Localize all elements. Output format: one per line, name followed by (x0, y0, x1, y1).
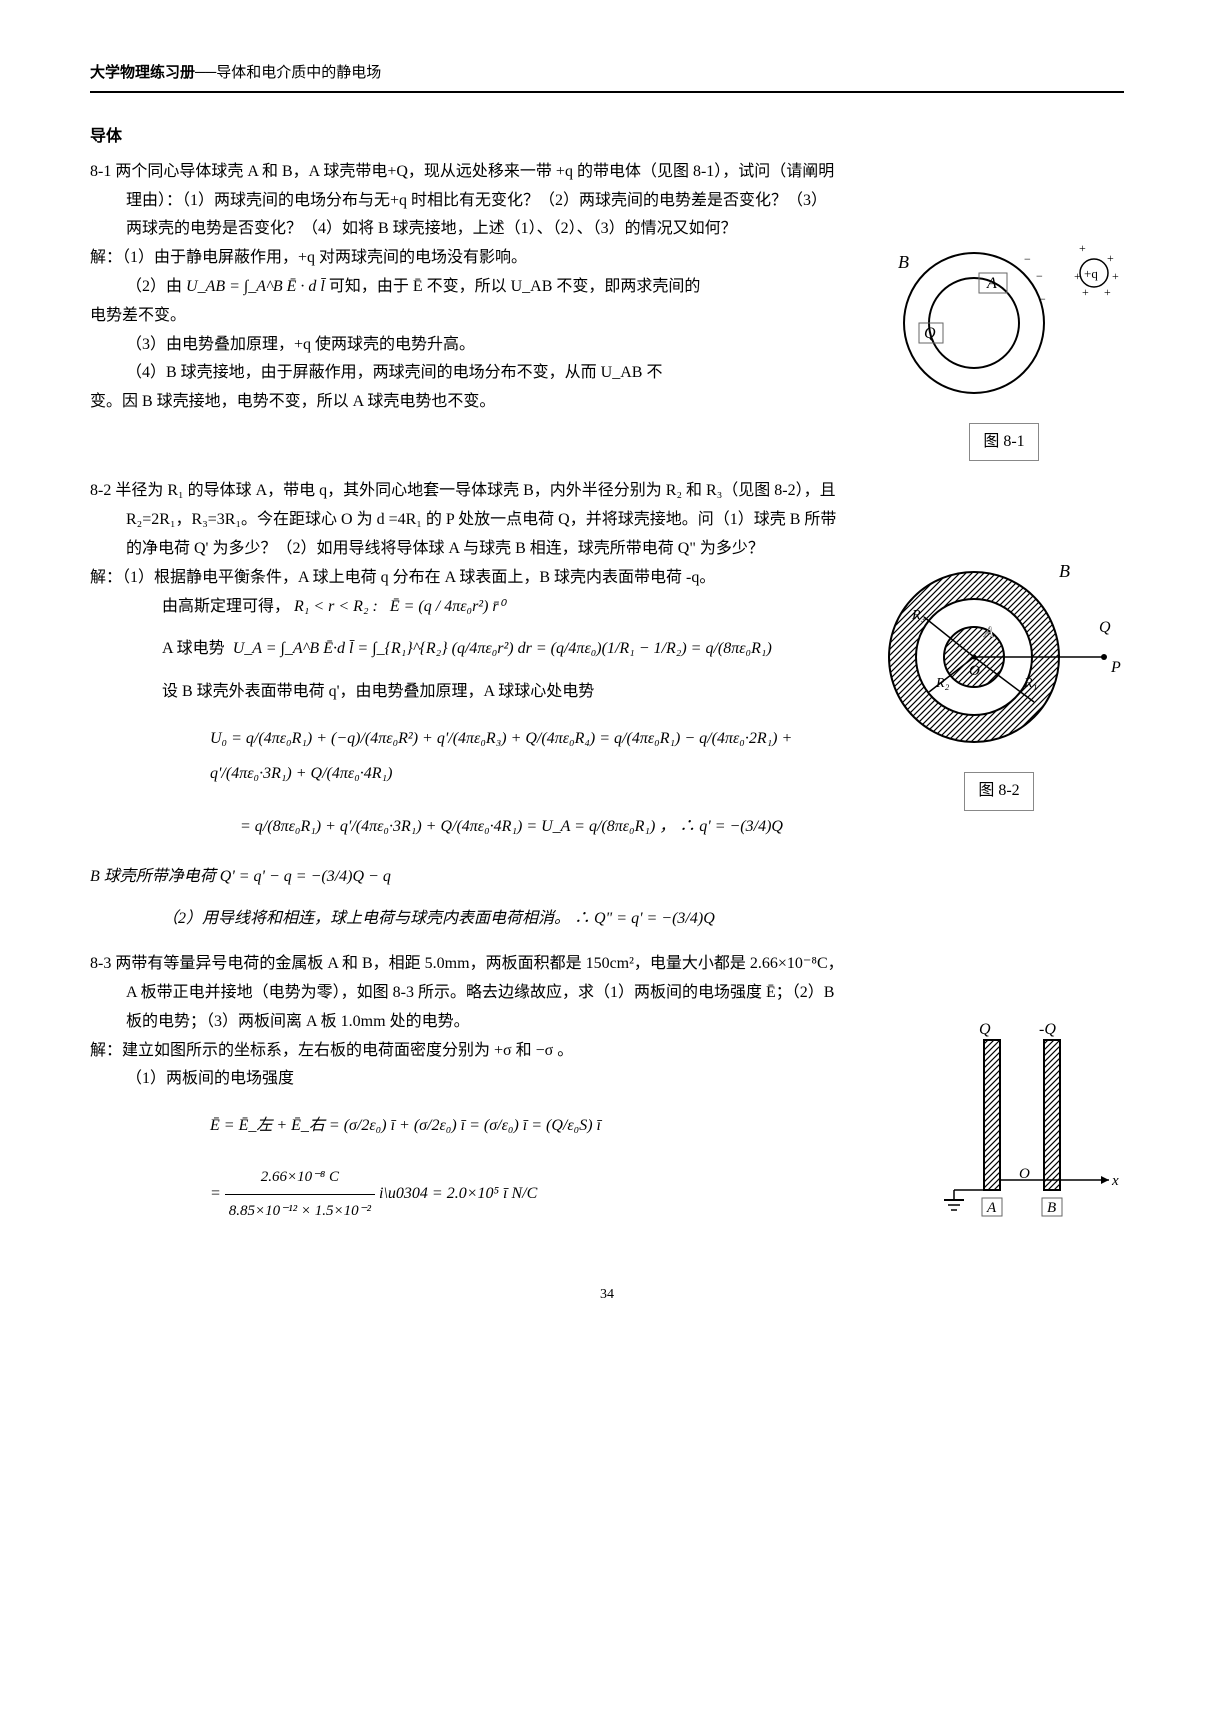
fig81-label-q: +q (1084, 266, 1098, 281)
svg-text:+: + (1112, 269, 1119, 283)
svg-text:−: − (1024, 252, 1031, 266)
figure-8-1-caption: 图 8-1 (969, 423, 1039, 462)
svg-text:−: − (1036, 269, 1043, 283)
p83-E2-den: 8.85×10⁻¹² × 1.5×10⁻² (225, 1195, 375, 1228)
svg-text:+: + (1107, 251, 1114, 265)
p82-gauss-E: Ē = (q / 4πε₀r²) r̄⁰ (390, 594, 505, 619)
p82-Ua-label: A 球电势 (162, 640, 225, 657)
header-title-bold: 大学物理练习册 (90, 65, 195, 81)
p82-U0-line2: = q/(8πε₀R₁) + q'/(4πε₀·3R₁) + Q/(4πε₀·4… (240, 805, 1124, 848)
page-header: 大学物理练习册──导体和电介质中的静电场 (90, 60, 1124, 93)
figure-8-2-caption: 图 8-2 (964, 772, 1034, 811)
svg-text:B: B (1047, 1200, 1056, 1216)
figure-8-3-svg: Q -Q x O A B (924, 1020, 1124, 1230)
svg-text:+: + (1082, 285, 1089, 299)
svg-text:A: A (983, 624, 994, 641)
fig81-label-Q: Q (924, 325, 936, 342)
problem-8-3-label: 8-3 (90, 955, 111, 972)
p83-E2-num: 2.66×10⁻⁸ C (225, 1161, 375, 1195)
p82-Ua-formula: U_A = ∫_A^B Ē·d l̄ = ∫_{R₁}^{R₂} (q/4πε… (233, 636, 772, 661)
p83-E-result: = 2.0×10⁵ ī N/C (432, 1185, 537, 1202)
p81-text2: 理由）：（1）两球壳间的电场分布与无+q 时相比有无变化？（2）两球壳间的电势差… (90, 187, 1124, 216)
p82-gauss-a: 由高斯定理可得， (162, 598, 290, 615)
svg-text:+: + (1104, 285, 1111, 299)
p81-integral: U_AB = ∫_A^B Ē · d l̄ (186, 274, 325, 299)
svg-text:Q: Q (979, 1021, 991, 1038)
problem-8-3: Q -Q x O A B 8-3 两带有等量异号电荷的金属板 A 和 B，相距 … (90, 950, 1124, 1242)
p83-text2: A 板带正电并接地（电势为零），如图 8-3 所示。略去边缘故应，求（1）两板间… (90, 979, 1124, 1008)
svg-text:−: − (1039, 292, 1046, 306)
svg-text:O: O (1019, 1166, 1030, 1182)
svg-text:R₃: R₃ (911, 608, 926, 623)
problem-8-1: B A Q +q + + + + + + − − − 图 8-1 8-1 两个同… (90, 158, 1124, 462)
p81-text1: 两个同心导体球壳 A 和 B，A 球壳带电+Q，现从远处移来一带 +q 的带电体… (115, 163, 834, 180)
p83-text1: 两带有等量异号电荷的金属板 A 和 B，相距 5.0mm，两板面积都是 150c… (115, 955, 843, 972)
figure-8-1-svg: B A Q +q + + + + + + − − − (884, 238, 1124, 408)
problem-8-2-label: 8-2 (90, 482, 111, 499)
svg-text:B: B (1059, 561, 1070, 581)
p82-text2: R₂=2R₁，R₃=3R₁。今在距球心 O 为 d =4R₁ 的 P 处放一点电… (90, 506, 1124, 535)
header-title-rest: ──导体和电介质中的静电场 (195, 65, 381, 81)
figure-8-2: B A O R₃ R₂ R₁ Q P 图 8-2 (874, 557, 1124, 811)
p82-text1: 半径为 R₁ 的导体球 A，带电 q，其外同心地套一导体球壳 B，内外半径分别为… (115, 482, 835, 499)
p81-sol2b: 可知，由于 Ē 不变，所以 U_AB 不变，即两求壳间的 (329, 278, 701, 295)
figure-8-1: B A Q +q + + + + + + − − − 图 8-1 (884, 238, 1124, 462)
svg-text:P: P (1110, 659, 1121, 676)
fig81-label-A: A (986, 275, 997, 292)
svg-text:Q: Q (1099, 619, 1111, 636)
svg-text:R₁: R₁ (1023, 676, 1037, 691)
p82-part2-text: （2）用导线将和相连，球上电荷与球壳内表面电荷相消。 ∴ Q" = q' = −… (162, 906, 715, 931)
section-title: 导体 (90, 123, 1124, 152)
problem-8-2: B A O R₃ R₂ R₁ Q P 图 8-2 8-2 半径为 R₁ 的导体球… (90, 477, 1124, 934)
p82-part2: （2）用导线将和相连，球上电荷与球壳内表面电荷相消。 ∴ Q" = q' = −… (90, 905, 1124, 934)
svg-text:x: x (1111, 1173, 1119, 1189)
problem-8-1-label: 8-1 (90, 163, 111, 180)
figure-8-3: Q -Q x O A B (924, 1020, 1124, 1241)
fig81-label-B: B (898, 252, 909, 272)
svg-text:O: O (969, 663, 980, 679)
page-number: 34 (90, 1282, 1124, 1307)
figure-8-2-svg: B A O R₃ R₂ R₁ Q P (874, 557, 1124, 757)
svg-text:A: A (986, 1200, 997, 1216)
svg-text:+: + (1079, 241, 1086, 255)
p82-gauss-cond: R₁ < r < R₂ : (294, 594, 378, 619)
p82-Qprime: B 球壳所带净电荷 Q' = q' − q = −(3/4)Q − q (90, 859, 1124, 896)
svg-text:-Q: -Q (1039, 1021, 1056, 1038)
svg-text:R₂: R₂ (935, 676, 950, 691)
p81-sol2a: （2）由 (126, 278, 182, 295)
svg-text:+: + (1074, 269, 1081, 283)
